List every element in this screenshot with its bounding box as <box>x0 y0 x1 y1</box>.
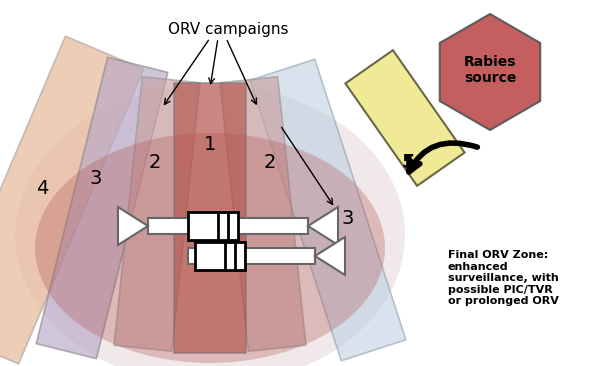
Polygon shape <box>174 83 246 353</box>
Text: 3: 3 <box>342 209 354 228</box>
Polygon shape <box>250 59 406 361</box>
Text: 1: 1 <box>204 135 216 154</box>
Text: 2: 2 <box>149 153 161 172</box>
FancyBboxPatch shape <box>195 242 245 270</box>
Text: 5: 5 <box>401 153 415 172</box>
Polygon shape <box>346 50 464 186</box>
Text: Rabies
source: Rabies source <box>464 55 516 85</box>
Ellipse shape <box>15 85 405 366</box>
Polygon shape <box>0 36 143 364</box>
Text: 2: 2 <box>264 153 276 172</box>
FancyArrow shape <box>188 248 315 264</box>
Polygon shape <box>315 237 345 275</box>
Text: 3: 3 <box>90 168 102 187</box>
Ellipse shape <box>35 133 385 363</box>
Polygon shape <box>114 77 200 351</box>
Text: Final ORV Zone:
enhanced
surveillance, with
possible PIC/TVR
or prolonged ORV: Final ORV Zone: enhanced surveillance, w… <box>448 250 559 306</box>
Polygon shape <box>220 77 306 351</box>
Text: ORV campaigns: ORV campaigns <box>168 22 288 37</box>
FancyBboxPatch shape <box>188 212 238 240</box>
Polygon shape <box>118 207 148 245</box>
FancyArrow shape <box>148 218 308 234</box>
Polygon shape <box>440 14 540 130</box>
Polygon shape <box>36 57 168 359</box>
Text: 4: 4 <box>36 179 48 198</box>
Polygon shape <box>308 207 338 245</box>
